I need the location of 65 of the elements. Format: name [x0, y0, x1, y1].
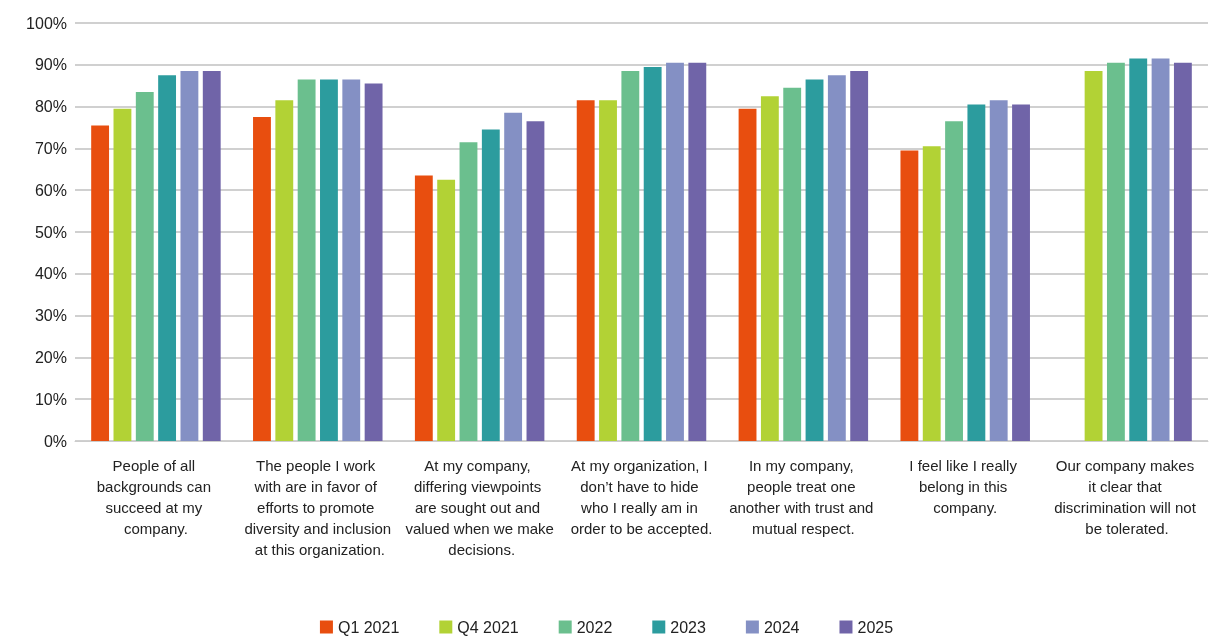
bar [481, 129, 500, 441]
bar [945, 121, 963, 441]
bar [688, 62, 707, 441]
y-tick-label: 20% [34, 348, 67, 366]
legend-label: 2022 [576, 618, 613, 636]
bar [459, 142, 478, 441]
x-tick-label: In my company, people treat one another with trust and mutual respect. [729, 457, 878, 537]
x-tick-label: Our company makes it clear that discrimination will not be tolerated. [1054, 457, 1201, 537]
bar [643, 66, 662, 441]
bar [275, 100, 294, 441]
x-tick-label: At my company, differing viewpoints are sought out and valued when we make decisions. [405, 457, 554, 558]
x-tick-label: The people I work with are in favor of efforts to promote diversity and inclusion at this organization. [244, 457, 392, 558]
bar [91, 125, 110, 441]
bar [805, 79, 824, 441]
x-tick-label: People of all backgrounds can succeed at my company. [96, 457, 216, 537]
y-tick-label: 80% [34, 98, 67, 116]
y-tick-label: 30% [34, 307, 67, 325]
bar [850, 71, 869, 441]
bar [437, 179, 456, 441]
bar [342, 79, 361, 441]
bar [113, 108, 132, 441]
legend-label: Q1 2021 [337, 618, 400, 636]
bar [1084, 71, 1103, 441]
legend-label: 2023 [670, 618, 706, 636]
bar [1129, 58, 1148, 441]
y-tick-label: 10% [34, 390, 67, 408]
legend-label: 2024 [763, 618, 800, 636]
bar [900, 150, 919, 441]
bar [158, 75, 177, 441]
x-tick-label: At my organization, I don’t have to hide who I really am in order to be accepted. [570, 457, 713, 537]
y-tick-label: 50% [34, 223, 67, 241]
bar [1106, 62, 1125, 441]
y-tick-label: 40% [34, 265, 67, 283]
bar [253, 117, 271, 441]
y-tick-label: 90% [34, 56, 67, 74]
legend-label: 2025 [857, 618, 894, 636]
x-tick-label: I feel like I really belong in this company. [909, 457, 1022, 516]
bar [621, 71, 640, 441]
bar [504, 112, 523, 441]
y-tick-label: 0% [43, 432, 67, 450]
bar [1012, 104, 1030, 441]
bar [202, 71, 221, 441]
bar [760, 96, 779, 441]
bar [666, 62, 684, 441]
bar [414, 175, 433, 441]
y-tick-label: 70% [34, 139, 67, 157]
bar [989, 100, 1008, 441]
bar [364, 83, 383, 441]
bar [320, 79, 338, 441]
bar [783, 87, 802, 441]
y-tick-label: 100% [26, 14, 67, 32]
bar [526, 121, 545, 441]
y-tick-label: 60% [34, 181, 67, 199]
bar [922, 146, 941, 441]
bar [135, 91, 154, 441]
bar [180, 71, 199, 441]
bar [967, 104, 986, 441]
legend-label: Q4 2021 [457, 618, 519, 636]
bar [599, 100, 617, 441]
bar [1173, 62, 1192, 441]
bar [297, 79, 316, 441]
bar [827, 75, 846, 441]
bar [738, 108, 757, 441]
bar [576, 100, 595, 441]
bar [1151, 58, 1170, 441]
